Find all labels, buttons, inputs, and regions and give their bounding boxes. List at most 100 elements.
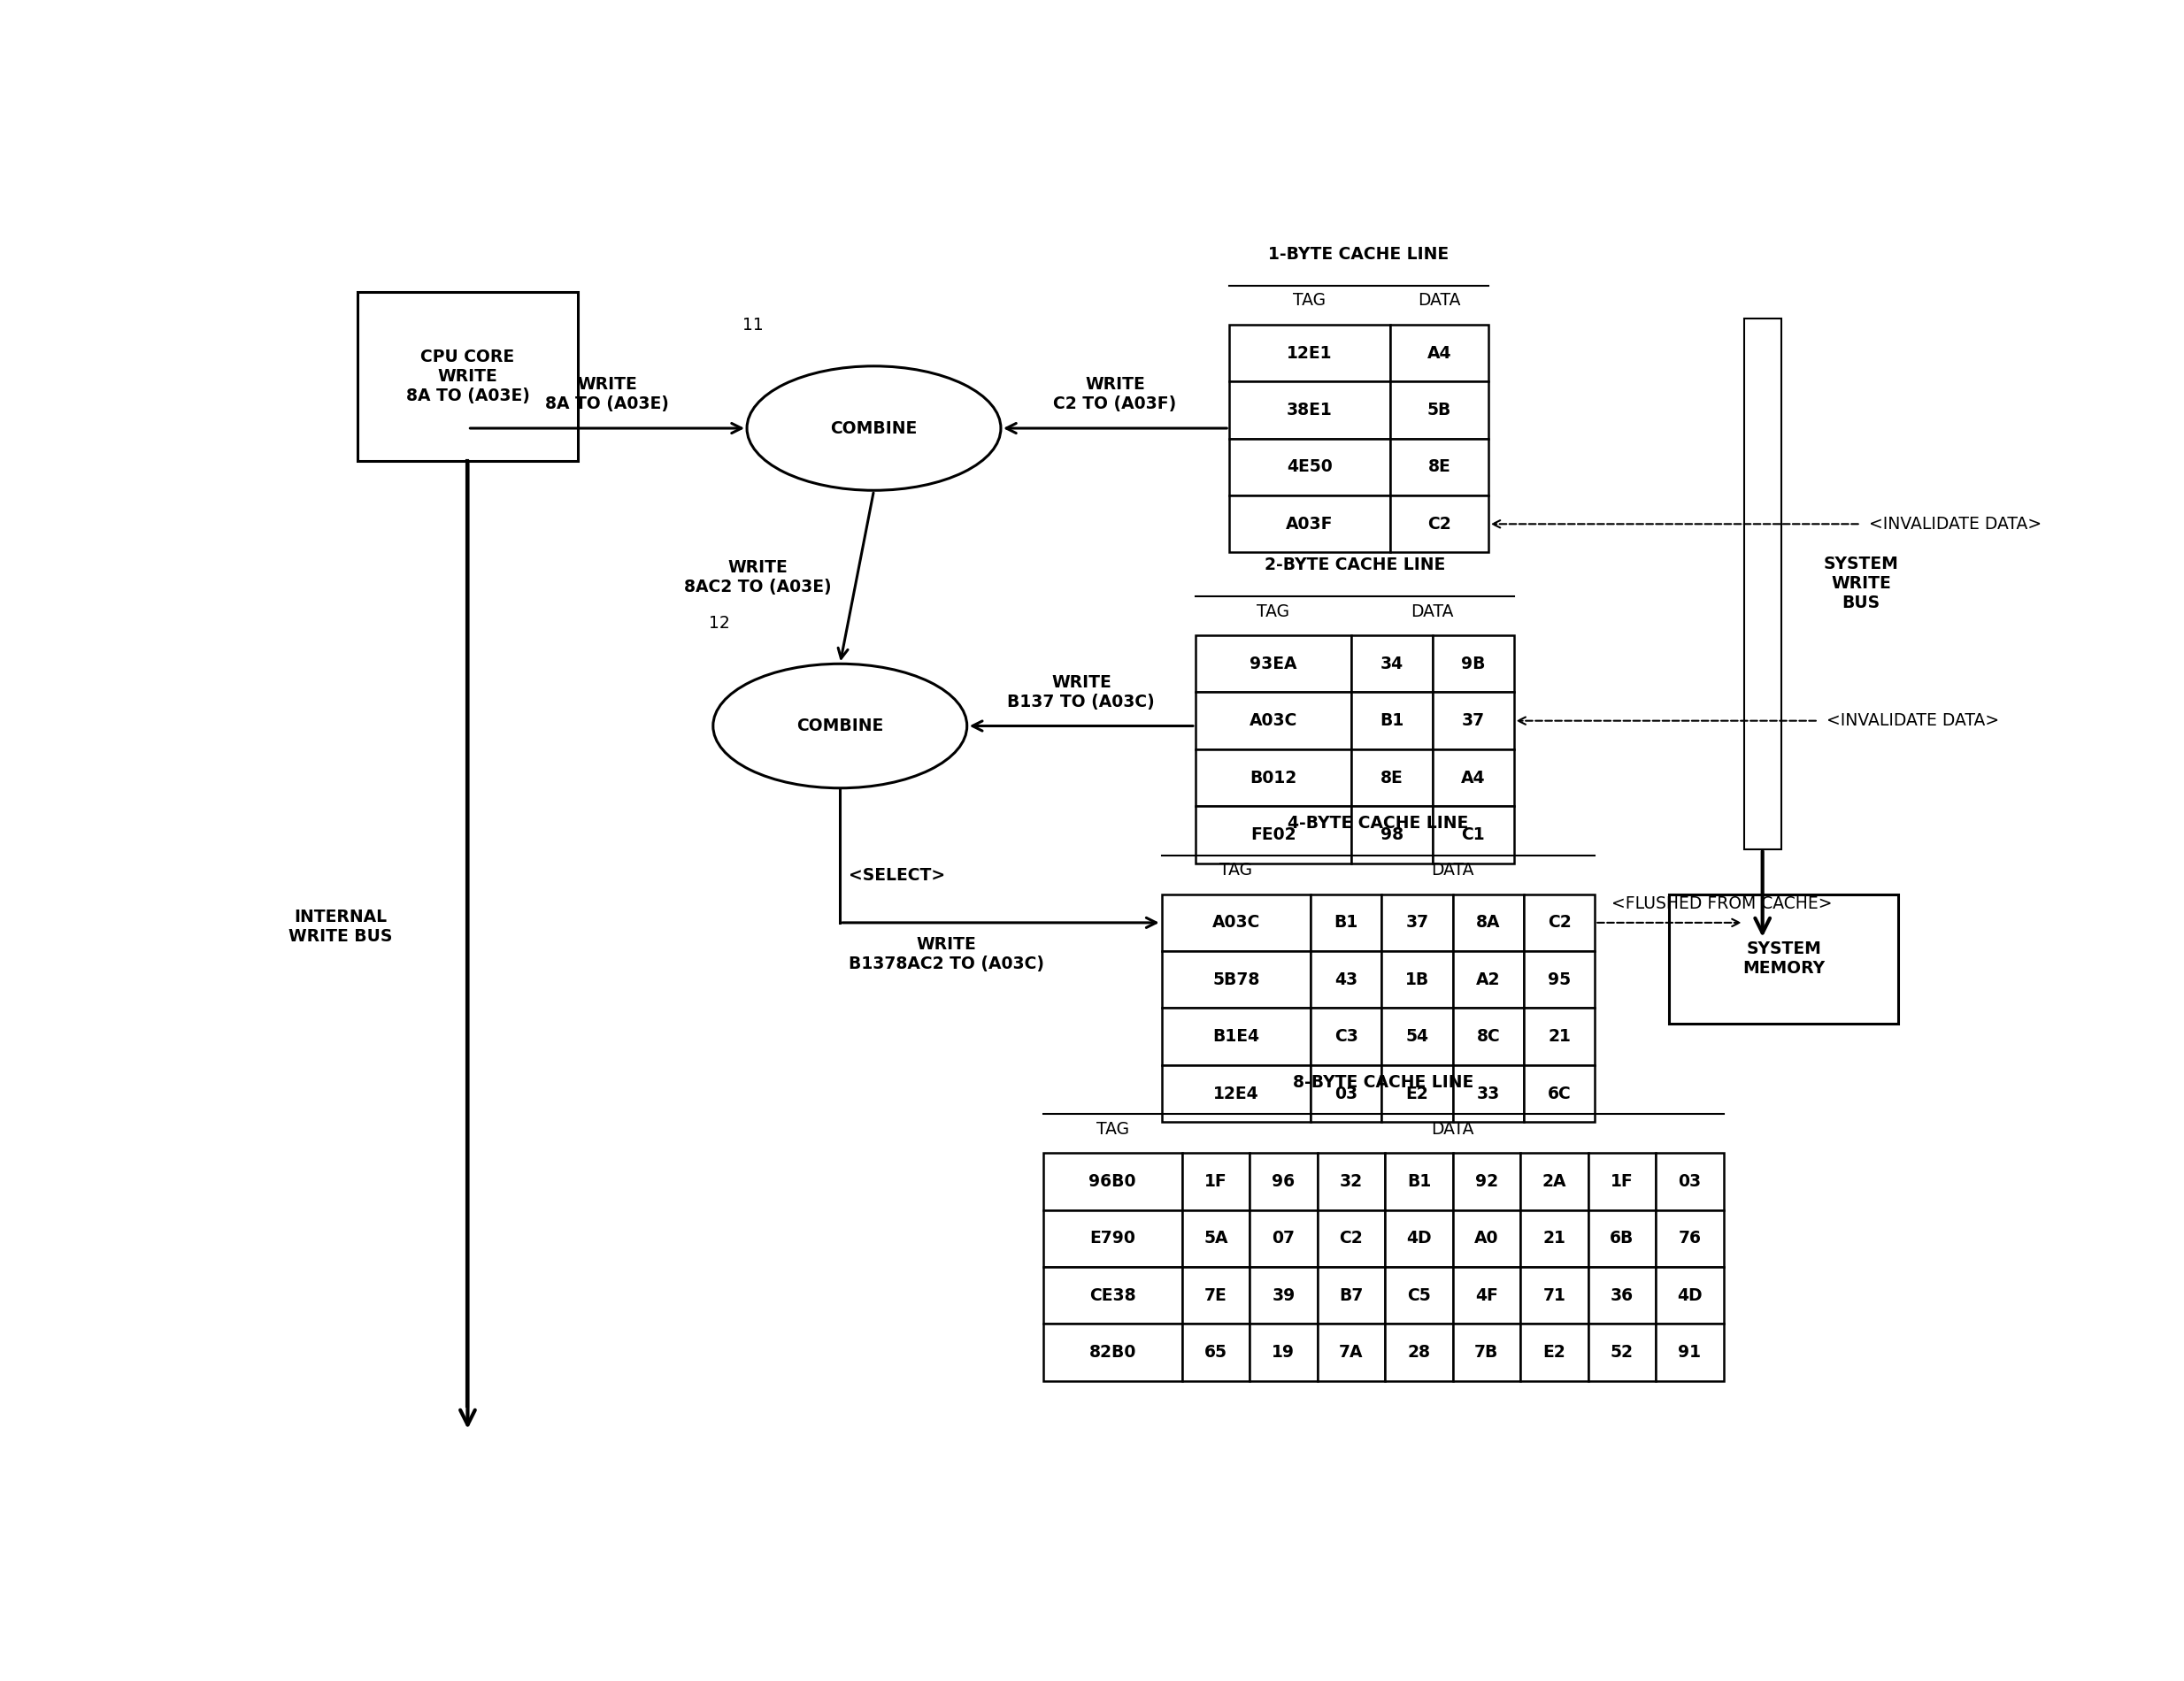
Bar xyxy=(1249,1153,1317,1210)
Text: 8E: 8E xyxy=(1428,459,1450,476)
Bar xyxy=(1743,318,1782,849)
Text: B1: B1 xyxy=(1334,914,1358,931)
Text: 93EA: 93EA xyxy=(1249,656,1297,672)
Text: 76: 76 xyxy=(1677,1230,1701,1247)
Ellipse shape xyxy=(712,664,968,788)
Bar xyxy=(1182,1325,1249,1380)
Text: 8-BYTE CACHE LINE: 8-BYTE CACHE LINE xyxy=(1293,1074,1474,1091)
Text: 43: 43 xyxy=(1334,972,1358,988)
Text: FE02: FE02 xyxy=(1251,827,1295,844)
Text: E2: E2 xyxy=(1406,1086,1428,1103)
Bar xyxy=(1162,1009,1310,1066)
Bar xyxy=(1182,1267,1249,1325)
Text: WRITE
B137 TO (A03C): WRITE B137 TO (A03C) xyxy=(1007,674,1155,711)
Text: 65: 65 xyxy=(1203,1345,1227,1362)
Text: 1F: 1F xyxy=(1203,1173,1227,1190)
Bar xyxy=(1588,1153,1655,1210)
Bar xyxy=(1044,1325,1182,1380)
Bar xyxy=(1452,894,1524,951)
Text: 8E: 8E xyxy=(1380,770,1402,787)
Text: 52: 52 xyxy=(1610,1345,1634,1362)
Bar xyxy=(1655,1153,1723,1210)
Text: 21: 21 xyxy=(1542,1230,1566,1247)
Bar xyxy=(1230,439,1389,496)
Text: DATA: DATA xyxy=(1417,292,1461,309)
Text: A03C: A03C xyxy=(1249,713,1297,730)
Text: C2: C2 xyxy=(1548,914,1570,931)
Bar xyxy=(358,292,577,461)
Text: 12E1: 12E1 xyxy=(1286,345,1332,361)
Bar xyxy=(1382,1009,1452,1066)
Text: B1: B1 xyxy=(1380,713,1404,730)
Bar xyxy=(1182,1153,1249,1210)
Bar xyxy=(1452,1153,1520,1210)
Text: <INVALIDATE DATA>: <INVALIDATE DATA> xyxy=(1870,516,2042,533)
Bar xyxy=(1317,1210,1385,1267)
Bar xyxy=(1162,894,1310,951)
Text: 2A: 2A xyxy=(1542,1173,1566,1190)
Bar xyxy=(1520,1267,1588,1325)
Bar xyxy=(1588,1210,1655,1267)
Bar xyxy=(1433,750,1514,807)
Text: 11: 11 xyxy=(743,318,764,335)
Text: SYSTEM
WRITE
BUS: SYSTEM WRITE BUS xyxy=(1824,556,1898,612)
Text: 6B: 6B xyxy=(1610,1230,1634,1247)
Text: 4D: 4D xyxy=(1677,1288,1701,1304)
Bar xyxy=(1655,1325,1723,1380)
Text: DATA: DATA xyxy=(1431,862,1474,879)
Text: C5: C5 xyxy=(1406,1288,1431,1304)
Bar xyxy=(1520,1210,1588,1267)
Text: E2: E2 xyxy=(1542,1345,1566,1362)
Text: <SELECT>: <SELECT> xyxy=(847,867,946,884)
Text: 5B: 5B xyxy=(1426,402,1452,419)
Bar xyxy=(1310,951,1382,1009)
Text: 36: 36 xyxy=(1610,1288,1634,1304)
Bar xyxy=(1310,1066,1382,1121)
Bar xyxy=(1433,635,1514,693)
Bar xyxy=(1389,382,1487,439)
Bar xyxy=(1162,951,1310,1009)
Bar xyxy=(1385,1153,1452,1210)
Bar xyxy=(1317,1153,1385,1210)
Text: 91: 91 xyxy=(1677,1345,1701,1362)
Bar xyxy=(1389,439,1487,496)
Text: 7E: 7E xyxy=(1203,1288,1227,1304)
Text: 95: 95 xyxy=(1548,972,1570,988)
Bar xyxy=(1389,496,1487,553)
Text: 9B: 9B xyxy=(1461,656,1485,672)
Bar xyxy=(1655,1267,1723,1325)
Bar xyxy=(1044,1210,1182,1267)
Bar xyxy=(1389,324,1487,382)
Bar xyxy=(1385,1325,1452,1380)
Text: COMBINE: COMBINE xyxy=(797,718,885,735)
Text: TAG: TAG xyxy=(1096,1121,1129,1138)
Bar xyxy=(1382,1066,1452,1121)
Text: A03F: A03F xyxy=(1286,516,1334,533)
Text: 6C: 6C xyxy=(1548,1086,1570,1103)
Text: 5B78: 5B78 xyxy=(1212,972,1260,988)
Bar xyxy=(1433,693,1514,750)
Text: SYSTEM
MEMORY: SYSTEM MEMORY xyxy=(1743,941,1826,977)
Bar xyxy=(1382,894,1452,951)
Text: 4E50: 4E50 xyxy=(1286,459,1332,476)
Bar xyxy=(1520,1153,1588,1210)
Bar xyxy=(1520,1325,1588,1380)
Text: A03C: A03C xyxy=(1212,914,1260,931)
Bar xyxy=(1352,693,1433,750)
Bar xyxy=(1044,1153,1182,1210)
Text: 82B0: 82B0 xyxy=(1090,1345,1136,1362)
Text: CE38: CE38 xyxy=(1090,1288,1136,1304)
Bar xyxy=(1669,894,1898,1024)
Text: WRITE
8AC2 TO (A03E): WRITE 8AC2 TO (A03E) xyxy=(684,560,832,595)
Text: 1B: 1B xyxy=(1404,972,1428,988)
Text: 71: 71 xyxy=(1542,1288,1566,1304)
Bar xyxy=(1433,807,1514,862)
Text: 19: 19 xyxy=(1271,1345,1295,1362)
Text: A2: A2 xyxy=(1476,972,1500,988)
Bar xyxy=(1588,1325,1655,1380)
Text: 5A: 5A xyxy=(1203,1230,1227,1247)
Bar xyxy=(1230,382,1389,439)
Text: 4D: 4D xyxy=(1406,1230,1431,1247)
Bar xyxy=(1385,1267,1452,1325)
Text: DATA: DATA xyxy=(1431,1121,1474,1138)
